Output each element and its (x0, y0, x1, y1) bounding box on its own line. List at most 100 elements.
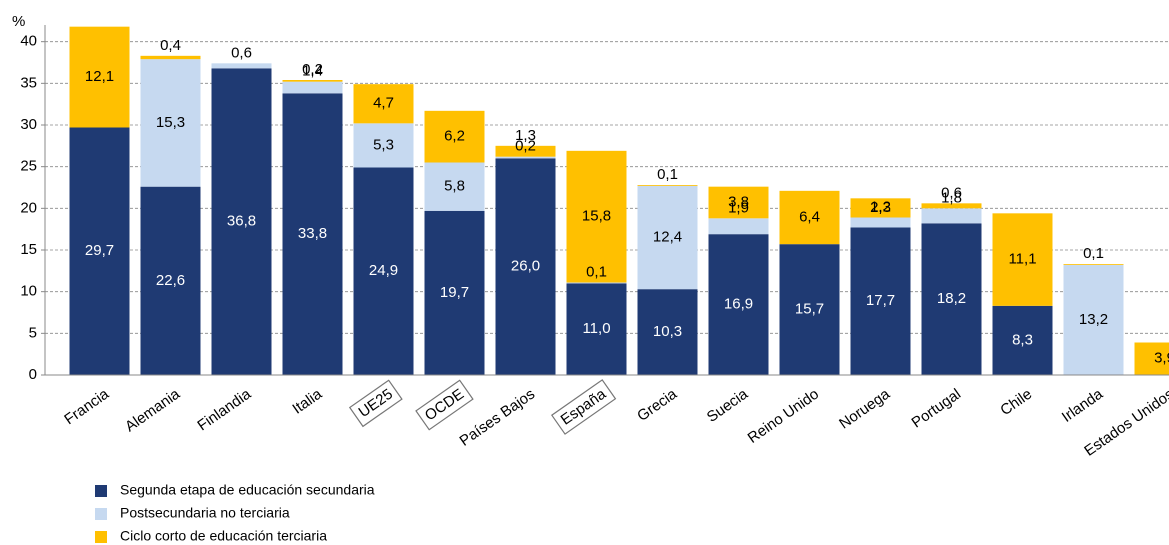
legend-swatch (95, 508, 107, 520)
data-label: 33,8 (298, 225, 327, 242)
data-label: 11,0 (582, 320, 610, 337)
data-label: 0,6 (941, 184, 962, 201)
data-label: 29,7 (85, 242, 114, 259)
x-tick-group: OCDE (415, 379, 474, 431)
bar-segment (282, 81, 343, 94)
category-highlight-box (415, 379, 474, 431)
data-label: 15,8 (582, 208, 611, 225)
bar-segment (921, 223, 982, 375)
category-highlight-box (550, 379, 617, 435)
x-tick-group: Portugal (909, 386, 965, 432)
data-label: 0,1 (586, 263, 607, 280)
data-label: 0,2 (515, 138, 536, 155)
bar-segment (424, 162, 485, 211)
bar-segment (566, 283, 627, 375)
data-label: 13,2 (1079, 311, 1108, 328)
bar-segment (495, 156, 556, 159)
data-label: 36,8 (227, 213, 256, 230)
bar-segment (566, 282, 627, 284)
y-tick-label: 15 (20, 241, 37, 258)
bar-segment (779, 244, 840, 375)
data-label: 18,2 (937, 290, 966, 307)
data-label: 0,4 (160, 37, 181, 54)
data-label: 0,1 (1083, 245, 1104, 262)
data-label: 17,7 (866, 292, 895, 309)
bar-segment (353, 84, 414, 124)
bar-segment (424, 110, 485, 163)
legend-label: Segunda etapa de educación secundaria (120, 482, 375, 498)
bar-segment (1134, 342, 1169, 375)
x-tick-group: Alemania (122, 385, 184, 435)
bar-segment (140, 59, 201, 187)
bar-segment (140, 55, 201, 60)
y-tick-label: 35 (20, 74, 37, 91)
bar-segment (353, 123, 414, 168)
bar-segment (637, 185, 698, 290)
x-tick-group: Grecia (634, 385, 680, 425)
data-label: 0,6 (231, 44, 252, 61)
data-label: 3,8 (728, 193, 749, 210)
x-tick-group: España (550, 379, 617, 435)
data-label: 8,3 (1012, 331, 1033, 348)
x-tick-group: UE25 (348, 379, 403, 428)
bar-segment (921, 203, 982, 209)
bar-segment (779, 190, 840, 245)
data-label: 15,7 (795, 301, 824, 318)
y-tick-label: 20 (20, 199, 37, 216)
x-tick-group: Irlanda (1059, 385, 1107, 426)
bar-segment (850, 227, 911, 375)
x-tick-label: Suecia (704, 385, 752, 426)
data-label: 1,9 (728, 199, 749, 216)
y-tick-label: 25 (20, 158, 37, 175)
legend-label: Postsecundaria no terciaria (120, 505, 290, 521)
x-tick-group: Países Bajos (457, 386, 538, 450)
x-tick-label: Irlanda (1059, 385, 1107, 426)
bar-segment (850, 217, 911, 228)
x-tick-label: Finlandia (194, 385, 254, 434)
data-label: 1,8 (941, 189, 962, 206)
legend-swatch (95, 485, 107, 497)
bar-segment (1063, 264, 1124, 265)
y-tick-label: 30 (20, 116, 37, 133)
data-label: 19,7 (440, 284, 469, 301)
y-tick-label: 0 (29, 366, 37, 383)
data-label: 6,2 (444, 128, 465, 145)
data-label: 12,1 (85, 68, 114, 85)
data-label: 1,2 (870, 198, 891, 215)
x-tick-label: Alemania (122, 385, 184, 435)
data-label: 1,4 (302, 63, 323, 80)
bar-segment (637, 185, 698, 186)
bar-segment (708, 186, 769, 219)
data-label: 12,4 (653, 228, 682, 245)
bar-segment (69, 127, 130, 375)
data-label: 22,6 (156, 272, 185, 289)
data-label: 16,9 (724, 296, 753, 313)
bar-segment (992, 305, 1053, 375)
legend-label: Ciclo corto de educación terciaria (120, 528, 327, 544)
bar-segment (211, 63, 272, 69)
bar-segment (1063, 265, 1124, 375)
y-axis-unit: % (12, 13, 25, 30)
x-tick-group: Reino Unido (745, 386, 822, 447)
bar-segment (850, 198, 911, 218)
x-tick-label: Noruega (836, 385, 893, 432)
data-label: 5,3 (373, 136, 394, 153)
data-label: 24,9 (369, 262, 398, 279)
data-label: 2,3 (870, 199, 891, 216)
bar-segment (708, 218, 769, 235)
x-tick-label: España (558, 385, 610, 428)
data-label: 11,1 (1008, 251, 1036, 268)
data-label: 0,1 (657, 166, 678, 183)
bar-segment (211, 68, 272, 375)
data-label: 5,8 (444, 178, 465, 195)
y-tick-label: 40 (20, 33, 37, 50)
bar-segment (424, 210, 485, 375)
x-tick-label: Reino Unido (745, 386, 822, 447)
bar-segment (353, 167, 414, 375)
data-label: 10,3 (653, 323, 682, 340)
x-tick-group: Finlandia (194, 385, 254, 434)
legend-swatch (95, 531, 107, 543)
x-tick-label: Francia (61, 385, 112, 428)
data-label: 15,3 (156, 114, 185, 131)
